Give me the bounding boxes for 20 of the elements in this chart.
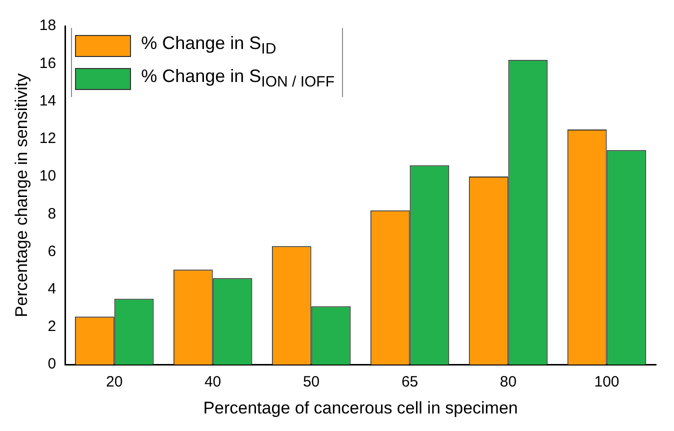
y-tick-label: 2 [48, 318, 56, 336]
legend-label: % Change in S$_{ID}$ [141, 32, 276, 60]
y-tick-label: 16 [39, 54, 56, 72]
y-tick-label: 8 [48, 205, 56, 222]
y-tick-label: 4 [48, 280, 56, 298]
y-tick-label: 6 [48, 242, 56, 260]
x-axis-title: Percentage of cancerous cell in specimen [203, 398, 518, 418]
y-tick-label: 18 [39, 17, 56, 34]
y-tick-label: 0 [48, 356, 56, 373]
x-tick-label: 40 [204, 374, 222, 391]
x-tick-label: 80 [500, 374, 517, 391]
y-tick-label: 12 [39, 130, 56, 148]
x-tick-label: 100 [594, 374, 620, 391]
y-tick-label: 10 [39, 168, 56, 185]
legend-label: % Change in S$_{ION / IOFF}$ [141, 64, 334, 92]
x-tick-label: 50 [302, 374, 320, 391]
x-tick-label: 65 [401, 374, 418, 391]
y-tick-label: 14 [39, 92, 56, 110]
x-tick-label: 20 [106, 374, 123, 391]
y-axis-title: Percentage change in sensitivity [12, 72, 31, 318]
